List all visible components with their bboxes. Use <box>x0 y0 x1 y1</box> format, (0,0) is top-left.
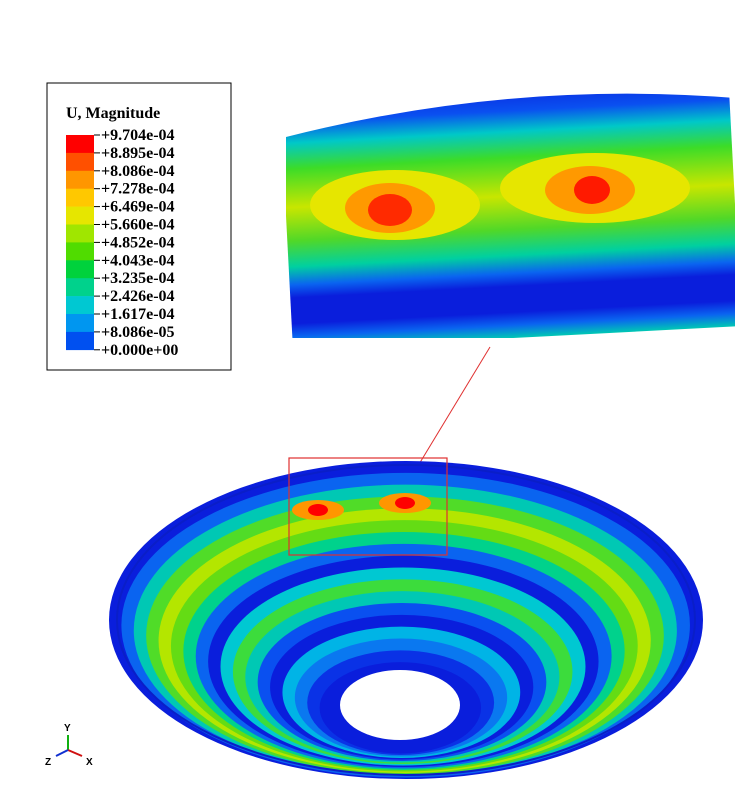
legend-title: U, Magnitude <box>66 105 160 122</box>
legend-swatch <box>66 188 94 207</box>
legend-swatch <box>66 331 94 351</box>
axis-z-label: Z <box>45 757 51 768</box>
axis-triad: Y Z X <box>45 723 93 768</box>
legend-label: +9.704e-04 <box>101 127 175 144</box>
dish-hole <box>340 670 460 740</box>
legend-label: +4.852e-04 <box>101 234 175 251</box>
zoom-inset <box>286 93 735 339</box>
legend-swatch <box>66 224 94 243</box>
legend-label: +5.660e-04 <box>101 217 175 234</box>
legend-swatch <box>66 170 94 189</box>
legend-swatch <box>66 206 94 225</box>
legend-label: +8.086e-05 <box>101 324 175 341</box>
legend-label: +0.000e+00 <box>101 342 178 359</box>
legend-scale: +9.704e-04+8.895e-04+8.086e-04+7.278e-04… <box>66 127 178 359</box>
legend-label: +8.895e-04 <box>101 145 175 162</box>
hotspot-core <box>395 497 415 509</box>
zoom-box <box>288 457 448 556</box>
legend-swatch <box>66 296 94 315</box>
legend-swatch <box>66 260 94 279</box>
legend-label: +8.086e-04 <box>101 163 175 180</box>
axis-x-label: X <box>86 757 93 768</box>
legend-swatch <box>66 152 94 172</box>
legend-swatch <box>66 242 94 261</box>
hotspot-core <box>308 504 328 516</box>
legend-label: +7.278e-04 <box>101 181 175 198</box>
legend-label: +3.235e-04 <box>101 270 175 287</box>
dish-rim <box>116 464 696 776</box>
axis-y-label: Y <box>64 723 71 734</box>
legend-swatch <box>66 278 94 297</box>
legend-label: +6.469e-04 <box>101 199 175 216</box>
legend-label: +4.043e-04 <box>101 252 175 269</box>
legend-swatch <box>66 135 94 154</box>
dish-model <box>109 461 703 779</box>
legend-swatch <box>66 314 94 333</box>
legend-label: +1.617e-04 <box>101 306 175 323</box>
legend-label: +2.426e-04 <box>101 288 175 305</box>
